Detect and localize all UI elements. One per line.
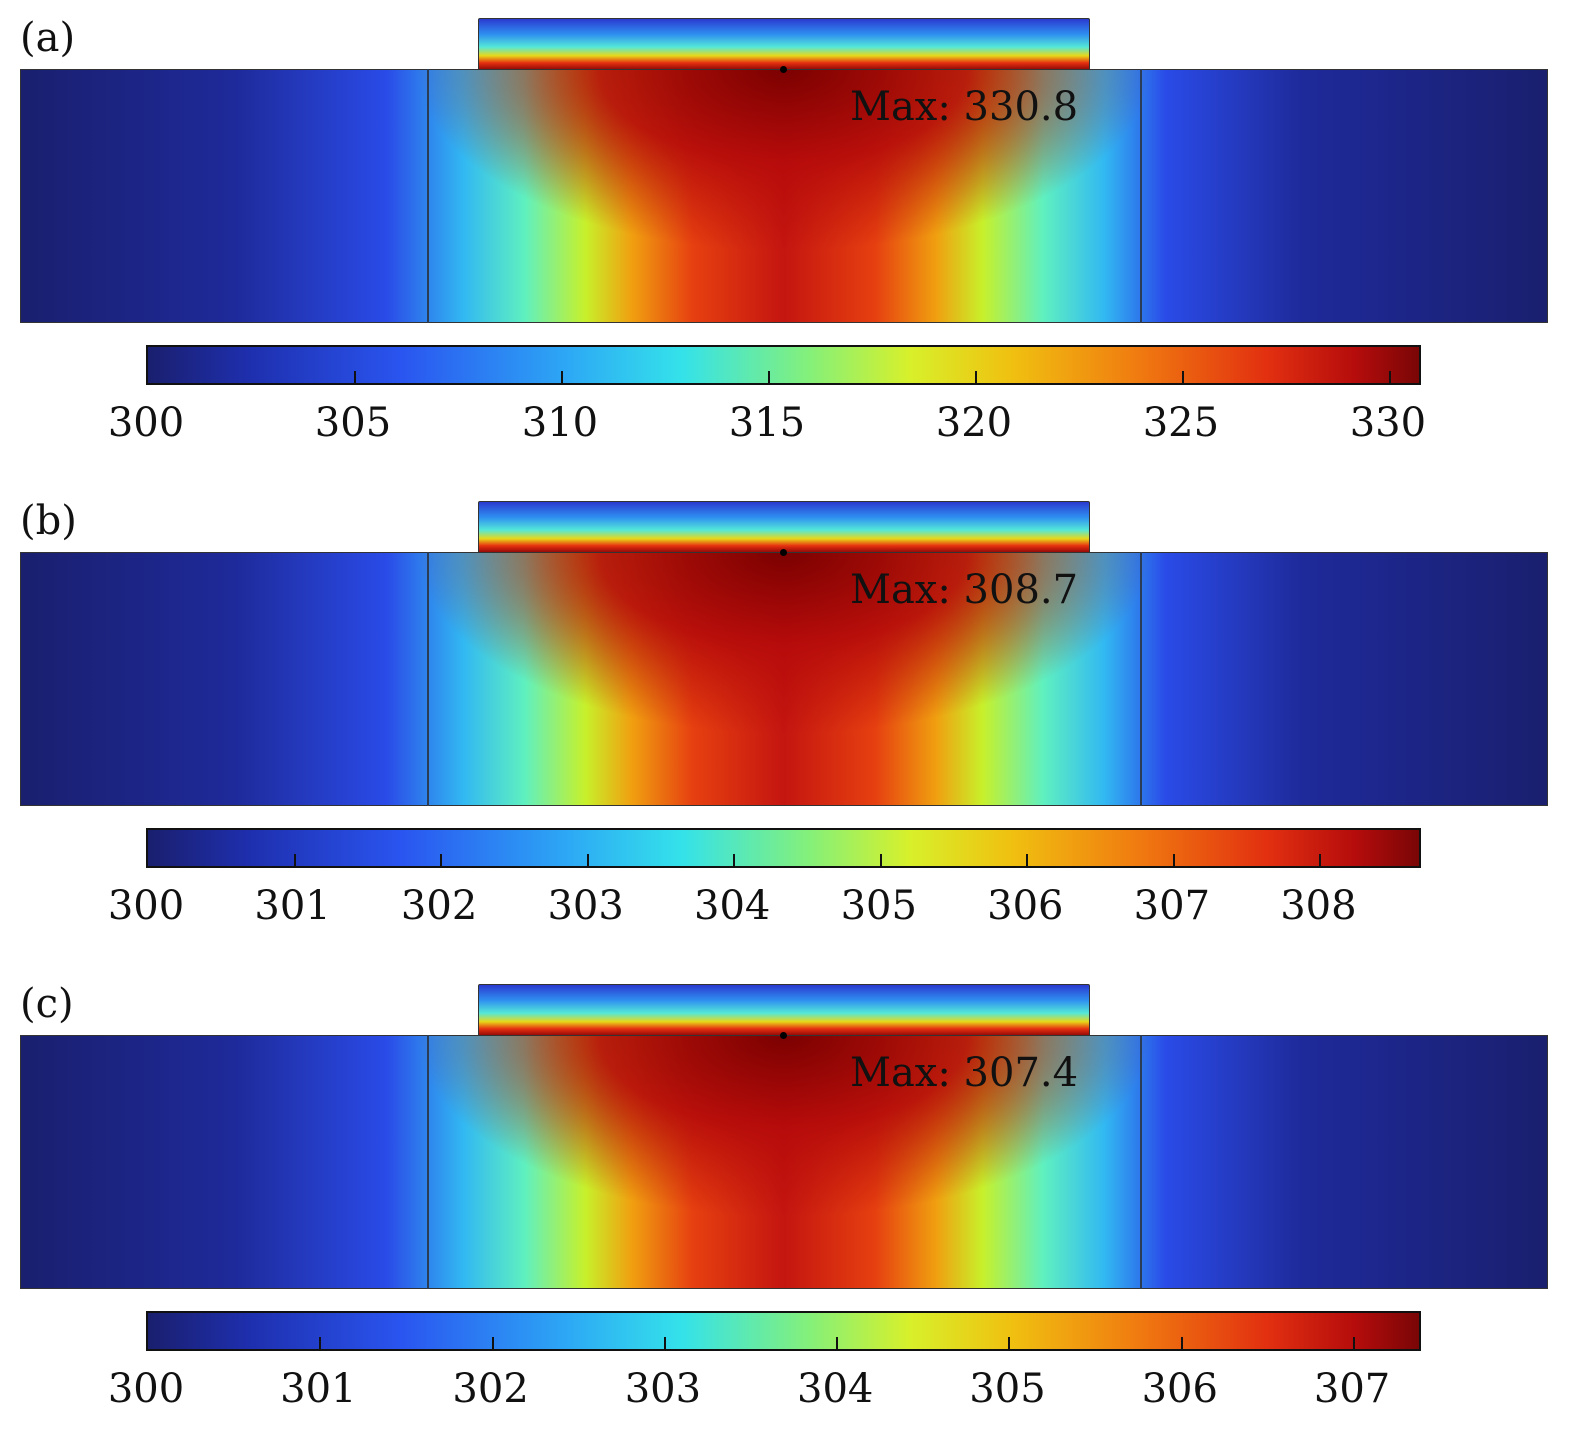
- colorbar-tick: [586, 854, 589, 866]
- region-boundary-line: [427, 69, 429, 323]
- colorbar-tick-label: 305: [840, 883, 917, 929]
- colorbar-tick-label: 320: [935, 400, 1013, 446]
- colorbar-tick: [1008, 1337, 1011, 1349]
- colorbar-tick: [440, 854, 443, 866]
- max-point-marker: [780, 1032, 787, 1039]
- region-boundary-line: [427, 552, 429, 806]
- colorbar-tick-label: 330: [1349, 400, 1427, 446]
- colorbar-tick-label: 303: [624, 1366, 702, 1412]
- region-boundary-line: [427, 1035, 429, 1289]
- colorbar-tick-label: 310: [521, 400, 599, 446]
- panel-a: (a) Max: 330.8 300 305 310 315 320 325 330: [0, 0, 1575, 480]
- colorbar-tick: [974, 371, 977, 383]
- colorbar: [146, 345, 1421, 385]
- panel-c: (c) Max: 307.4 300 301 302 303 304 305 306 307: [0, 966, 1575, 1446]
- substrate-region: [20, 1035, 1548, 1289]
- colorbar-tick-label: 300: [107, 883, 185, 929]
- colorbar-tick-label: 300: [107, 1366, 185, 1412]
- colorbar-tick: [1026, 854, 1029, 866]
- colorbar-tick: [560, 371, 563, 383]
- panel-label: (c): [20, 981, 74, 1027]
- colorbar-tick-label: 302: [452, 1366, 529, 1412]
- colorbar-tick-label: 305: [314, 400, 392, 446]
- region-boundary-line: [1140, 552, 1142, 806]
- max-point-marker: [780, 549, 787, 556]
- region-boundary-line: [1140, 1035, 1142, 1289]
- panel-b: (b) Max: 308.7 300 301 302 303 304 305 306 307 308: [0, 483, 1575, 963]
- colorbar: [146, 1311, 1421, 1351]
- colorbar-tick: [836, 1337, 839, 1349]
- panel-label: (a): [20, 15, 76, 61]
- colorbar-tick-label: 302: [400, 883, 478, 929]
- max-point-marker: [780, 66, 787, 73]
- colorbar-tick-label: 304: [797, 1366, 874, 1412]
- panel-label: (b): [20, 498, 77, 544]
- colorbar-tick: [1172, 854, 1175, 866]
- colorbar-tick: [353, 371, 356, 383]
- colorbar-tick: [1353, 1337, 1356, 1349]
- max-temperature-label: Max: 330.8: [850, 84, 1079, 130]
- colorbar-tick: [1319, 854, 1322, 866]
- chip-region: [478, 501, 1090, 553]
- colorbar-tick-label: 308: [1280, 883, 1357, 929]
- colorbar-tick: [1388, 371, 1391, 383]
- colorbar-tick: [767, 371, 770, 383]
- colorbar-tick-label: 301: [280, 1366, 357, 1412]
- colorbar-tick: [1181, 371, 1184, 383]
- colorbar-tick: [879, 854, 882, 866]
- colorbar-tick: [293, 854, 296, 866]
- colorbar: [146, 828, 1421, 868]
- substrate-region: [20, 552, 1548, 806]
- colorbar-tick: [491, 1337, 494, 1349]
- colorbar-tick-label: 303: [547, 883, 624, 929]
- chip-region: [478, 18, 1090, 70]
- colorbar-tick-label: 307: [1313, 1366, 1391, 1412]
- colorbar-tick-label: 315: [728, 400, 806, 446]
- region-boundary-line: [1140, 69, 1142, 323]
- colorbar-tick: [733, 854, 736, 866]
- substrate-region: [20, 69, 1548, 323]
- colorbar-tick-label: 300: [107, 400, 185, 446]
- colorbar-tick: [319, 1337, 322, 1349]
- colorbar-tick-label: 301: [254, 883, 331, 929]
- max-temperature-label: Max: 308.7: [850, 567, 1079, 613]
- colorbar-tick: [1180, 1337, 1183, 1349]
- colorbar-tick-label: 307: [1133, 883, 1211, 929]
- colorbar-tick-label: 305: [969, 1366, 1046, 1412]
- colorbar-tick-label: 306: [1141, 1366, 1218, 1412]
- colorbar-tick-label: 306: [987, 883, 1064, 929]
- chip-region: [478, 984, 1090, 1036]
- max-temperature-label: Max: 307.4: [850, 1050, 1079, 1096]
- colorbar-tick-label: 304: [694, 883, 771, 929]
- colorbar-tick: [663, 1337, 666, 1349]
- colorbar-tick-label: 325: [1142, 400, 1220, 446]
